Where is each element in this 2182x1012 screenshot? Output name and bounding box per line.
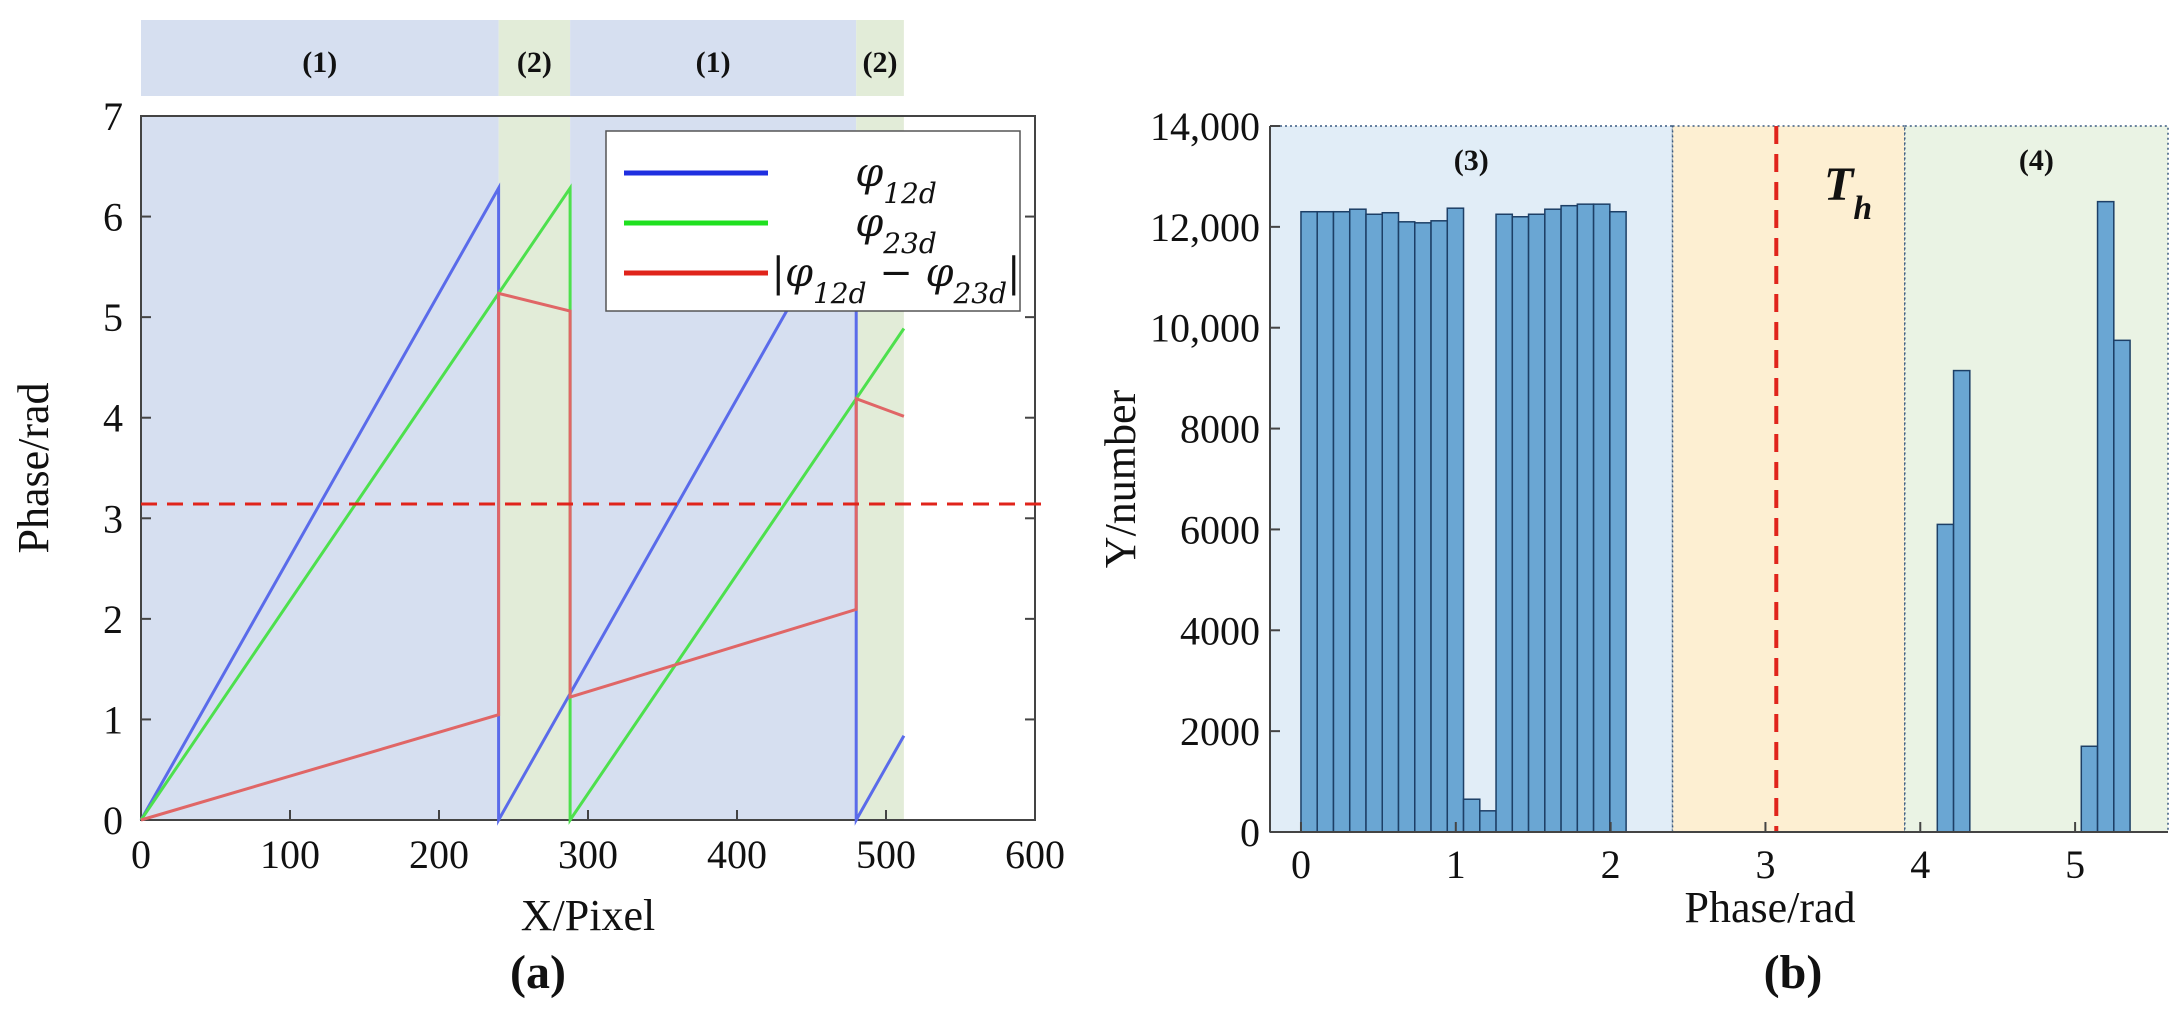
y-tick-label-0: 0 bbox=[103, 798, 123, 843]
legend-label-1: φ23d bbox=[855, 200, 937, 260]
y-axis-label: Y/number bbox=[1096, 389, 1145, 568]
histogram-bar-18 bbox=[1592, 203, 1611, 833]
histogram-bar-24 bbox=[2113, 339, 2131, 833]
band-label-1: (2) bbox=[517, 46, 552, 79]
region-label-2: (4) bbox=[2019, 144, 2054, 177]
x-tick-label-2: 200 bbox=[409, 832, 469, 877]
y-tick-label-4: 4 bbox=[103, 396, 123, 441]
histogram-bar-19 bbox=[1609, 210, 1627, 833]
band-label-2: (1) bbox=[696, 46, 731, 79]
y-tick-label-1: 1 bbox=[103, 697, 123, 742]
histogram-bar-15 bbox=[1544, 208, 1562, 833]
histogram-bar-11 bbox=[1479, 810, 1497, 833]
y-tick-label-3: 6000 bbox=[1180, 507, 1260, 552]
region-1 bbox=[1671, 125, 1906, 833]
y-tick-label-4: 8000 bbox=[1180, 407, 1260, 452]
histogram-bar-6 bbox=[1397, 221, 1416, 833]
y-tick-label-2: 2 bbox=[103, 597, 123, 642]
y-tick-label-6: 6 bbox=[103, 195, 123, 240]
x-tick-label-2: 2 bbox=[1601, 842, 1621, 887]
x-axis-label: Phase/rad bbox=[1684, 883, 1855, 932]
panel-a-phase-line-chart: (1) (2) (1) (2) 0 100 200 300 400 500 600 0 1 2 3 4 5 6 7 φ… bbox=[9, 20, 1065, 999]
histogram-bar-23 bbox=[2096, 200, 2115, 833]
histogram-bar-13 bbox=[1511, 216, 1530, 833]
x-tick-label-1: 100 bbox=[260, 832, 320, 877]
region-label-0: (3) bbox=[1454, 144, 1489, 177]
panel-caption: (b) bbox=[1764, 946, 1823, 999]
band-region-0 bbox=[141, 116, 499, 820]
x-tick-label-0: 0 bbox=[1291, 842, 1311, 887]
y-axis-label: Phase/rad bbox=[9, 382, 58, 553]
x-tick-label-3: 300 bbox=[558, 832, 618, 877]
band-label-0: (1) bbox=[302, 46, 337, 79]
legend-label-2: |φ12d − φ23d| bbox=[771, 250, 1020, 310]
panel-caption: (a) bbox=[510, 946, 566, 999]
histogram-bar-7 bbox=[1414, 222, 1432, 833]
histogram-bar-3 bbox=[1348, 208, 1367, 833]
y-tick-label-5: 5 bbox=[103, 295, 123, 340]
threshold-label: Th bbox=[1824, 158, 1872, 227]
histogram-bar-0 bbox=[1300, 210, 1318, 833]
x-tick-label-3: 3 bbox=[1755, 842, 1775, 887]
histogram-bar-20 bbox=[1936, 523, 1955, 833]
x-tick-label-5: 500 bbox=[856, 832, 916, 877]
x-axis-label: X/Pixel bbox=[521, 891, 655, 940]
histogram-bar-1 bbox=[1316, 210, 1335, 833]
histogram-bar-4 bbox=[1365, 213, 1384, 833]
band-header-2 bbox=[570, 20, 857, 96]
y-tick-label-6: 12,000 bbox=[1150, 205, 1260, 250]
band-header-0 bbox=[141, 20, 499, 96]
y-tick-label-1: 2000 bbox=[1180, 709, 1260, 754]
band-label-3: (2) bbox=[863, 46, 898, 79]
band-header-3 bbox=[856, 20, 904, 96]
x-tick-label-1: 1 bbox=[1446, 842, 1466, 887]
histogram-bar-12 bbox=[1495, 213, 1514, 833]
y-tick-label-7: 7 bbox=[103, 94, 123, 139]
histogram-bar-9 bbox=[1446, 207, 1465, 833]
x-tick-label-4: 400 bbox=[707, 832, 767, 877]
x-tick-label-4: 4 bbox=[1910, 842, 1930, 887]
y-tick-label-0: 0 bbox=[1240, 810, 1260, 855]
band-header-1 bbox=[498, 20, 571, 96]
x-tick-label-6: 600 bbox=[1005, 832, 1065, 877]
band-region-1 bbox=[498, 116, 571, 820]
x-tick-label-0: 0 bbox=[131, 832, 151, 877]
histogram-bar-21 bbox=[1952, 369, 1971, 833]
histogram-bar-22 bbox=[2080, 745, 2099, 833]
y-tick-label-3: 3 bbox=[103, 496, 123, 541]
histogram-bar-10 bbox=[1462, 798, 1481, 833]
y-tick-label-7: 14,000 bbox=[1150, 104, 1260, 149]
histogram-bar-8 bbox=[1430, 220, 1449, 833]
histogram-bar-2 bbox=[1332, 210, 1351, 833]
x-tick-label-5: 5 bbox=[2065, 842, 2085, 887]
histogram-bar-17 bbox=[1576, 203, 1595, 833]
histogram-bar-14 bbox=[1527, 213, 1546, 833]
y-tick-label-2: 4000 bbox=[1180, 608, 1260, 653]
histogram-bar-16 bbox=[1560, 204, 1579, 833]
histogram-bar-5 bbox=[1381, 211, 1400, 833]
y-tick-label-5: 10,000 bbox=[1150, 306, 1260, 351]
panel-b-phase-histogram: (3) (4) Th 0 1 2 3 4 5 0 2000 4000 6000 8000 10,000 12,… bbox=[1096, 104, 2169, 999]
legend-label-0: φ12d bbox=[855, 150, 937, 210]
series-line-0 bbox=[139, 182, 906, 826]
